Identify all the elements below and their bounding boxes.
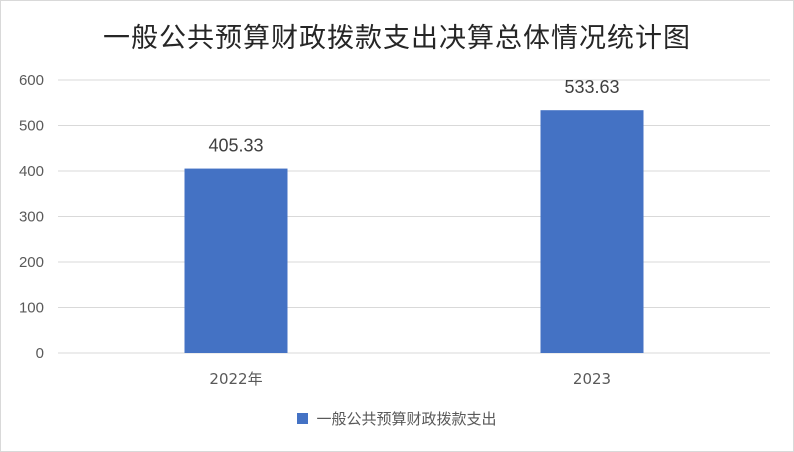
y-tick-label: 600 <box>19 72 44 89</box>
legend-label: 一般公共预算财政拨款支出 <box>316 410 497 428</box>
bar <box>540 110 644 353</box>
data-label: 533.63 <box>564 77 619 97</box>
chart-title: 一般公共预算财政拨款支出决算总体情况统计图 <box>103 23 691 54</box>
y-tick-label: 300 <box>19 209 44 226</box>
y-tick-label: 500 <box>19 118 44 135</box>
bar <box>184 168 288 353</box>
chart-legend: 一般公共预算财政拨款支出 <box>0 408 794 429</box>
y-tick-label: 100 <box>19 300 44 317</box>
legend-swatch <box>297 413 309 424</box>
y-tick-label: 0 <box>36 345 44 362</box>
data-label: 405.33 <box>208 136 263 156</box>
x-tick-label: 2023 <box>573 370 611 388</box>
x-tick-label: 2022年 <box>209 370 262 388</box>
y-tick-label: 200 <box>19 254 44 271</box>
y-tick-label: 400 <box>19 163 44 180</box>
